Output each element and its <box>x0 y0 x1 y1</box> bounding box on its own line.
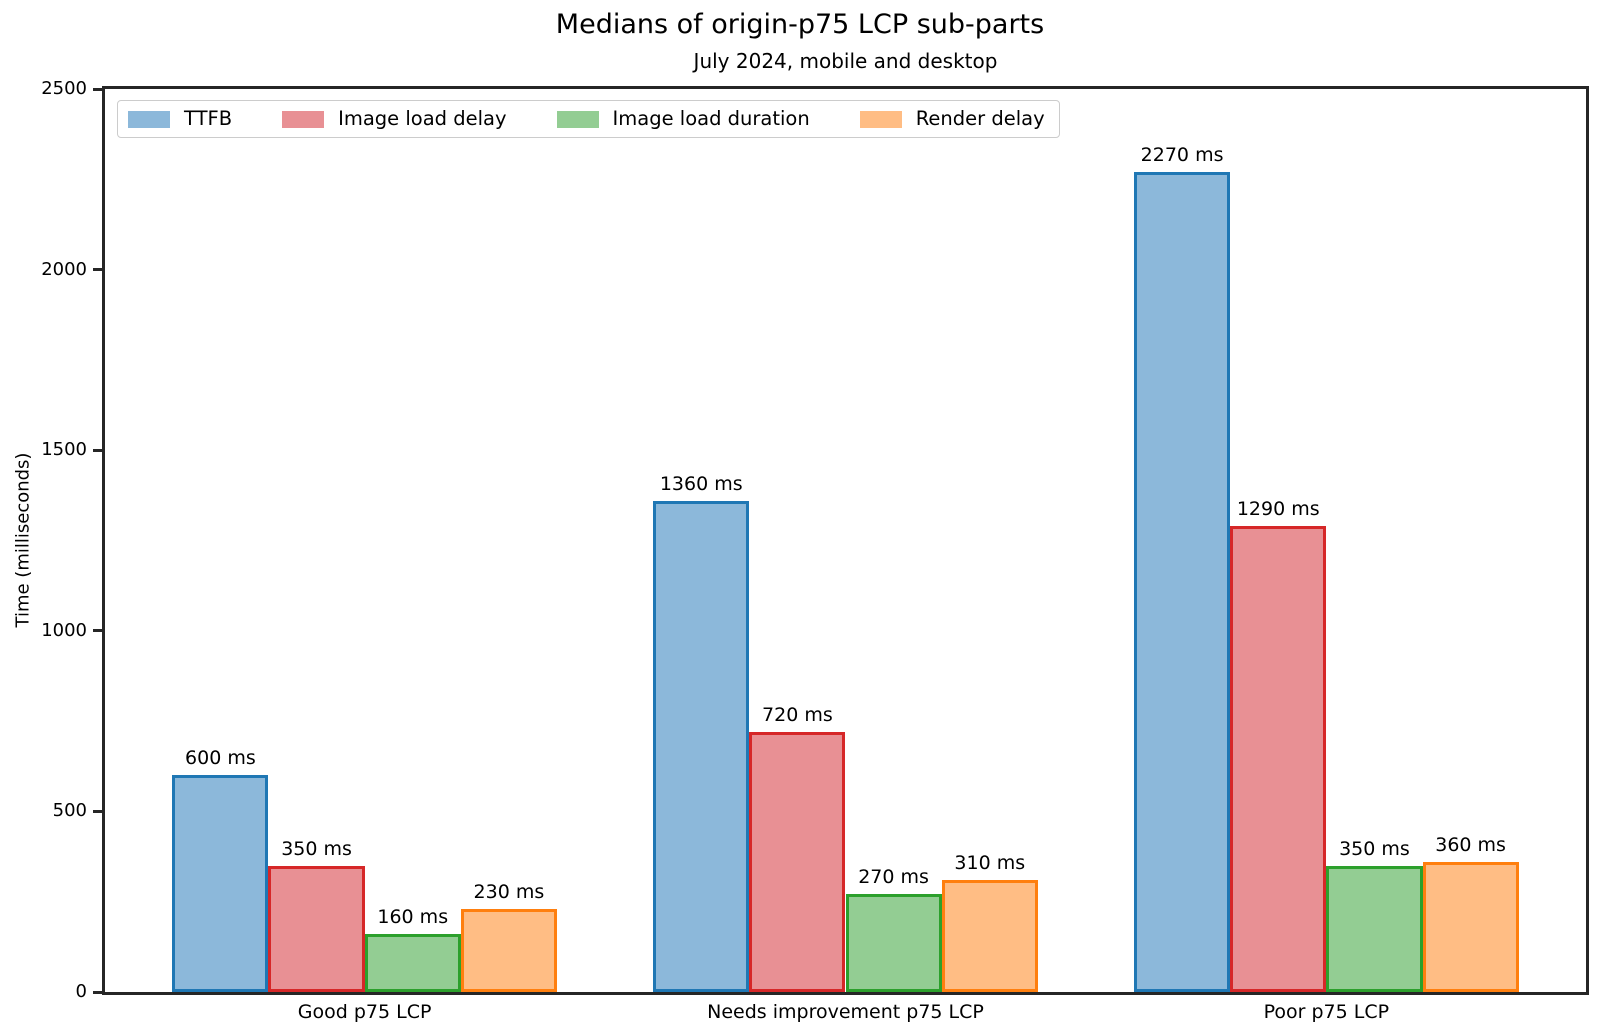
bar-value-label: 310 ms <box>954 852 1026 875</box>
bar-ttfb-good-p75-lcp <box>172 775 269 992</box>
y-tick-label: 2500 <box>41 78 87 99</box>
y-tick-label: 0 <box>75 981 87 1002</box>
legend-swatch-icon <box>128 110 170 128</box>
y-tick-mark <box>93 629 102 633</box>
plot-area: TTFB Image load delay Image load duration R… <box>41 78 1589 1023</box>
y-tick-label: 1000 <box>41 619 87 641</box>
bar-value-label: 230 ms <box>473 880 545 903</box>
y-tick-label: 500 <box>52 800 87 822</box>
bar-value-label: 1290 ms <box>1236 498 1320 521</box>
bar-render-delay-poor-p75-lcp <box>1422 861 1519 992</box>
category-label: Poor p75 LCP <box>1263 1001 1390 1023</box>
bar-image-load-delay-needs-improvement-p75-lcp <box>749 731 846 992</box>
bar-image-load-delay-good-p75-lcp <box>268 865 365 992</box>
y-tick-mark <box>93 990 102 994</box>
y-tick-label: 2000 <box>41 258 87 280</box>
legend-swatch-icon <box>556 110 599 128</box>
bar-image-load-duration-needs-improvement-p75-lcp <box>845 894 942 992</box>
legend-item-image-load-duration: Image load duration <box>556 107 810 130</box>
category-label: Good p75 LCP <box>297 1001 432 1023</box>
y-tick-label: 1500 <box>41 439 87 461</box>
legend-swatch-icon <box>859 110 902 128</box>
bar-value-label: 270 ms <box>858 866 929 889</box>
legend-label: Render delay <box>915 107 1045 130</box>
legend-label: Image load duration <box>612 107 810 130</box>
bar-value-label: 350 ms <box>1339 837 1410 860</box>
chart-title: Medians of origin-p75 LCP sub-parts <box>555 9 1045 40</box>
legend-label: TTFB <box>184 107 233 130</box>
legend-item-image-load-delay: Image load delay <box>282 107 507 130</box>
legend-item-render-delay: Render delay <box>859 107 1045 130</box>
legend: TTFB Image load delay Image load duration R… <box>117 100 1060 138</box>
bar-image-load-duration-good-p75-lcp <box>364 934 461 992</box>
y-axis-label: Time (milliseconds) <box>12 452 34 628</box>
bar-image-load-duration-poor-p75-lcp <box>1326 865 1423 992</box>
bar-image-load-delay-poor-p75-lcp <box>1230 526 1327 992</box>
legend-label: Image load delay <box>338 107 507 130</box>
bar-value-label: 600 ms <box>185 747 256 770</box>
legend-item-ttfb: TTFB <box>128 108 232 130</box>
legend-swatch-icon <box>282 110 325 128</box>
bar-ttfb-poor-p75-lcp <box>1134 172 1231 992</box>
y-tick-mark <box>93 809 102 813</box>
bar-render-delay-good-p75-lcp <box>460 908 557 992</box>
bar-value-label: 720 ms <box>762 703 833 726</box>
bar-value-label: 2270 ms <box>1140 144 1224 167</box>
bar-value-label: 1360 ms <box>659 472 743 495</box>
bar-value-label: 160 ms <box>377 906 449 929</box>
chart-subtitle: July 2024, mobile and desktop <box>693 49 998 73</box>
y-tick-mark <box>93 448 102 452</box>
bar-value-label: 360 ms <box>1435 833 1506 856</box>
category-label: Needs improvement p75 LCP <box>707 1001 984 1023</box>
bar-render-delay-needs-improvement-p75-lcp <box>941 880 1038 992</box>
bar-value-label: 350 ms <box>281 837 352 860</box>
bar-ttfb-needs-improvement-p75-lcp <box>653 500 750 992</box>
y-tick-mark <box>93 87 102 91</box>
y-tick-mark <box>93 268 102 272</box>
